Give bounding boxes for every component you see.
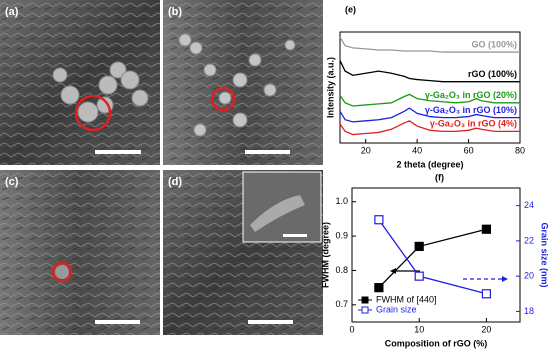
x-tick-label: 10 bbox=[414, 324, 424, 334]
series-label: rGO (100%) bbox=[468, 69, 517, 79]
x-tick-label: 80 bbox=[515, 145, 525, 155]
y-axis-label: Intensity (a.u.) bbox=[325, 57, 335, 118]
series-label: γ-Ga₂O₃ in rGO (20%) bbox=[425, 90, 517, 100]
series-line bbox=[378, 219, 487, 295]
sem-b bbox=[163, 0, 323, 165]
marker bbox=[414, 271, 424, 281]
x-tick-label: 60 bbox=[464, 145, 474, 155]
panel-title: (f) bbox=[435, 172, 444, 182]
marker bbox=[374, 283, 384, 293]
y2-tick-label: 24 bbox=[524, 200, 534, 210]
panel-label: (a) bbox=[5, 6, 19, 18]
marker bbox=[481, 289, 491, 299]
panel-label: (c) bbox=[5, 176, 19, 188]
series-line bbox=[339, 107, 520, 123]
series-line bbox=[339, 36, 520, 53]
series-label: γ-Ga₂O₃ in rGO (4%) bbox=[430, 119, 517, 129]
y2-tick-label: 22 bbox=[524, 235, 534, 245]
marker bbox=[481, 224, 491, 234]
plot-frame bbox=[339, 31, 521, 144]
series-line bbox=[339, 60, 520, 83]
x-tick-label: 40 bbox=[412, 145, 422, 155]
y-tick-label: 1.0 bbox=[335, 196, 348, 206]
legend-label: FWHM of [440] bbox=[376, 294, 437, 304]
sem-d bbox=[163, 170, 323, 335]
legend-marker bbox=[361, 296, 369, 304]
y-tick-label: 0.8 bbox=[335, 265, 348, 275]
legend-marker bbox=[361, 306, 369, 314]
y2-tick-label: 20 bbox=[524, 271, 534, 281]
y-axis-label: FWHM (degree) bbox=[320, 222, 330, 288]
y-tick-label: 0.9 bbox=[335, 230, 348, 240]
x-axis-label: Composition of rGO (%) bbox=[385, 338, 488, 348]
panel-title: (e) bbox=[345, 4, 356, 14]
panel-label: (d) bbox=[168, 176, 182, 188]
x-axis-label: 2 theta (degree) bbox=[396, 159, 463, 169]
x-tick-label: 20 bbox=[481, 324, 491, 334]
marker bbox=[374, 215, 384, 225]
series-label: GO (100%) bbox=[471, 39, 517, 49]
series-label: γ-Ga₂O₃ in rGO (10%) bbox=[425, 105, 517, 115]
y-tick-label: 0.7 bbox=[335, 299, 348, 309]
legend-label: Grain size bbox=[376, 304, 417, 314]
series-line bbox=[339, 93, 520, 107]
panel-label: (b) bbox=[168, 6, 182, 18]
x-tick-label: 0 bbox=[349, 324, 354, 334]
series-line bbox=[339, 120, 520, 136]
sem-c bbox=[0, 170, 160, 335]
plot-frame bbox=[351, 187, 521, 323]
x-tick-label: 20 bbox=[361, 145, 371, 155]
marker bbox=[414, 241, 424, 252]
y2-axis-label: Grain size (nm) bbox=[540, 222, 550, 287]
axis-arrow bbox=[390, 268, 508, 282]
y2-tick-label: 18 bbox=[524, 306, 534, 316]
sem-a bbox=[0, 0, 160, 165]
